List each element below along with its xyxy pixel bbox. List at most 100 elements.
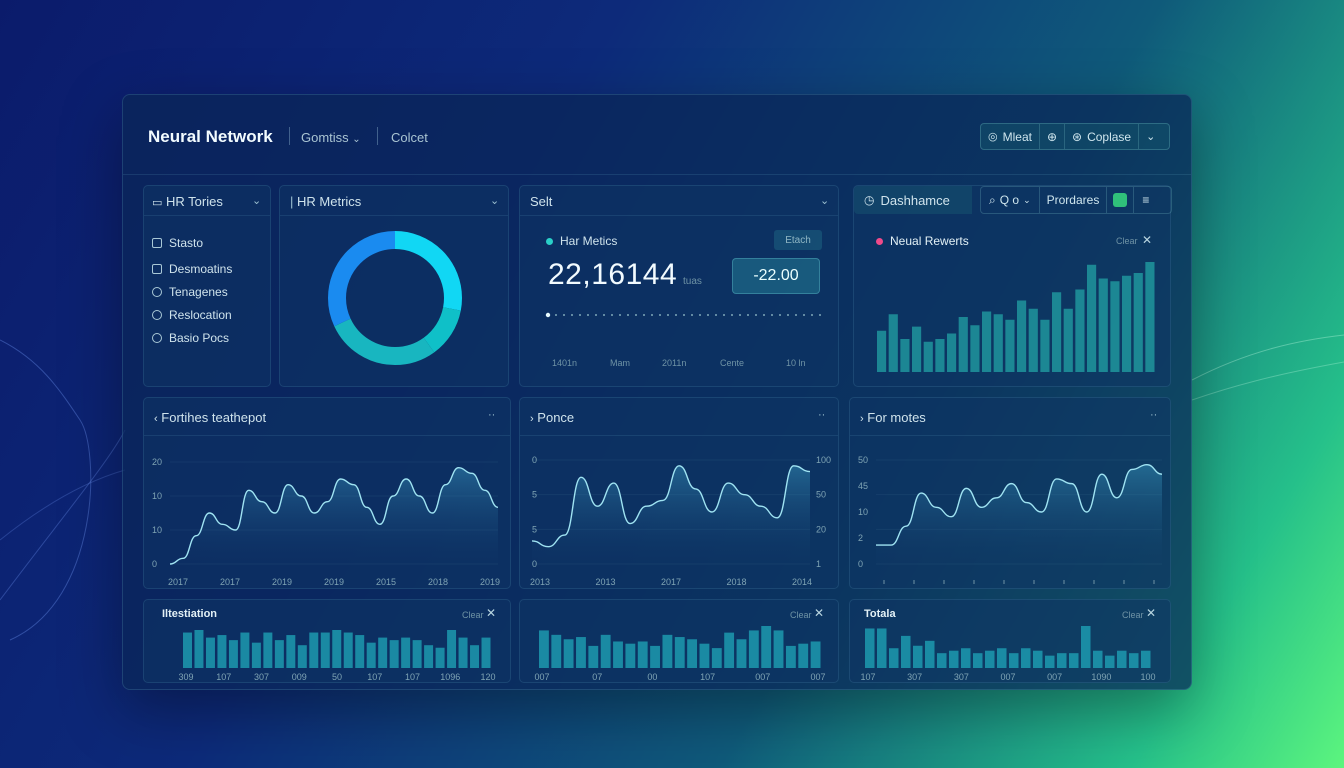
scale-dot <box>571 314 573 316</box>
bar <box>637 641 648 668</box>
x-tick-label: 307 <box>907 672 922 682</box>
y-tick-label: 10 <box>152 491 162 501</box>
menu-item-reslocation[interactable]: Reslocation <box>152 308 232 322</box>
circle-icon <box>152 333 162 343</box>
bar <box>877 330 887 372</box>
circle-icon <box>152 310 162 320</box>
bar <box>1045 655 1055 668</box>
scale-dot <box>723 314 725 316</box>
panel-title: Dashhamce <box>880 192 950 208</box>
bar <box>481 637 491 668</box>
big-number: 22,16144 <box>548 258 678 291</box>
bar <box>748 630 759 668</box>
menu-item-basio-pocs[interactable]: Basio Pocs <box>152 331 229 345</box>
more-icon[interactable]: ·· <box>818 409 826 421</box>
world-button[interactable]: ⊕ <box>1040 124 1066 149</box>
close-icon[interactable]: ✕ <box>814 606 825 620</box>
scale-dot <box>771 314 773 316</box>
scale-dot <box>555 314 557 316</box>
y-tick-label: 0 <box>858 559 863 569</box>
x-tick-label: 1096 <box>440 672 460 682</box>
chevron-down-icon[interactable]: ⌄ <box>252 195 262 207</box>
clear-button[interactable]: Clear <box>790 610 812 620</box>
sub-title: Har Metics <box>560 234 618 248</box>
bar <box>424 645 434 668</box>
bar <box>985 650 995 668</box>
y-tick-label: 45 <box>858 481 868 491</box>
bar <box>798 643 809 668</box>
bar <box>1028 308 1038 372</box>
chevron-down-icon[interactable]: ⌄ <box>490 195 500 207</box>
bar <box>332 630 342 668</box>
panel-header: ▭ HR Tories ⌄ <box>144 186 270 216</box>
line-area <box>532 465 810 564</box>
line-area <box>876 464 1162 564</box>
clear-button[interactable]: Clear <box>462 610 484 620</box>
status-dot <box>546 237 553 245</box>
etach-button[interactable]: Etach <box>774 230 822 250</box>
bar <box>650 645 660 668</box>
menu-item-tenagenes[interactable]: Tenagenes <box>152 285 228 299</box>
chevron-down-icon[interactable]: ⌄ <box>1146 131 1156 143</box>
scale-dot <box>627 314 629 316</box>
formotes-panel: › For motes ·· 50 45 10 2 0 <box>849 397 1171 589</box>
bar <box>1081 626 1091 668</box>
chevron-down-icon[interactable]: ⌄ <box>820 195 830 207</box>
menu-item-desmoatins[interactable]: Desmoatins <box>152 262 232 276</box>
bar <box>240 632 250 668</box>
x-tick-label: 2019 <box>324 577 344 587</box>
bar <box>877 628 887 668</box>
x-tick-label: 2018 <box>726 577 746 587</box>
x-tick-label: 1090 <box>1091 672 1111 682</box>
panel-header: ‹ Fortihes teathepot ·· <box>144 398 510 436</box>
x-tick-label: 2013 <box>530 577 550 587</box>
scale-label: Mam <box>610 358 630 368</box>
clear-button[interactable]: Clear <box>1122 610 1144 620</box>
y-tick-label: 5 <box>532 490 537 500</box>
clear-button[interactable]: Clear <box>1116 236 1138 246</box>
chevron-right-icon: › <box>530 413 534 425</box>
scale-dot <box>683 314 685 316</box>
x-tick-label: 007 <box>1000 672 1015 682</box>
scale-label: Cente <box>720 358 745 368</box>
more-icon[interactable]: ·· <box>1150 409 1158 421</box>
meat-button[interactable]: ◎ Mleat <box>981 124 1040 149</box>
bar <box>1129 653 1139 668</box>
x-tick-label: 107 <box>216 672 231 682</box>
scale-dot <box>659 314 661 316</box>
unit-label: tuas <box>683 276 702 287</box>
x-tick-label: 120 <box>480 672 495 682</box>
bar <box>674 637 685 668</box>
panel-header: › For motes ·· <box>850 398 1170 436</box>
search-dropdown[interactable]: ⌕ Q o ⌄ <box>981 187 1040 213</box>
scale-label: 10 ln <box>786 358 806 368</box>
coplase-button[interactable]: ⊛ Coplase <box>1065 124 1140 149</box>
shield-icon[interactable] <box>1107 187 1135 213</box>
more-icon[interactable]: ·· <box>488 409 496 421</box>
nav-divider <box>289 127 290 145</box>
scale-dot <box>563 314 565 316</box>
clock-icon: ◷ <box>864 193 875 207</box>
bar <box>901 635 911 668</box>
x-tick-label: 107 <box>860 672 875 682</box>
y-tick-label: 1 <box>816 559 821 569</box>
bar <box>389 640 399 668</box>
bar <box>773 630 784 668</box>
close-icon[interactable]: ✕ <box>1146 606 1157 620</box>
procedures-button[interactable]: Prordares <box>1040 187 1108 213</box>
bar <box>263 632 273 668</box>
close-icon[interactable]: ✕ <box>1142 233 1153 247</box>
nav-colcet[interactable]: Colcet <box>391 130 428 145</box>
x-tick-label: 007 <box>755 672 770 682</box>
bar <box>1063 308 1073 372</box>
bar <box>925 640 935 668</box>
panel-title: Ponce <box>537 410 575 425</box>
x-tick-label: 007 <box>810 672 825 682</box>
scale-label: 2011n <box>662 358 687 368</box>
bar <box>217 635 227 668</box>
menu-icon[interactable]: ≡ <box>1142 193 1150 207</box>
close-icon[interactable]: ✕ <box>486 606 497 620</box>
menu-item-stasto[interactable]: Stasto <box>152 236 203 250</box>
nav-gomtiss[interactable]: Gomtiss ⌄ <box>301 130 361 145</box>
x-tick-label: 307 <box>254 672 269 682</box>
